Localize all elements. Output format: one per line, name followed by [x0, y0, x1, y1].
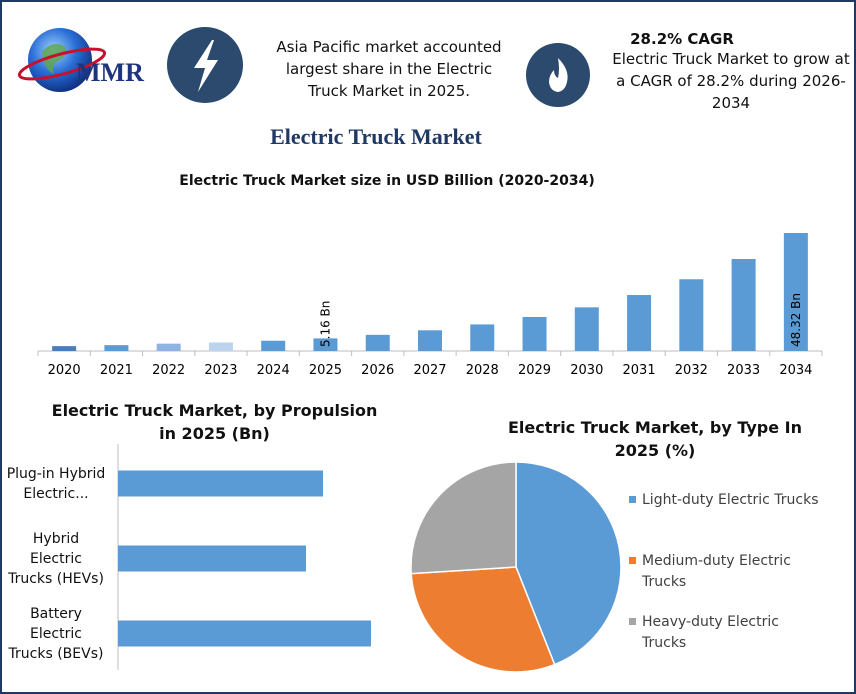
bar: [679, 279, 704, 351]
x-tick-label: 2026: [361, 363, 394, 378]
bar: [118, 620, 371, 647]
bar: [418, 330, 442, 351]
legend-swatch: [629, 618, 636, 625]
x-tick-label: 2023: [204, 363, 237, 378]
fire-icon: [549, 58, 568, 92]
value-label: 5.16 Bn: [318, 301, 332, 347]
legend-swatch: [629, 557, 636, 564]
pie-slice: [515, 461, 622, 666]
bar: [261, 340, 286, 351]
legend-label: Heavy-duty Electric Trucks: [642, 614, 779, 651]
bar: [156, 343, 181, 351]
logo-text: MMR: [76, 58, 144, 87]
icon-circle: [526, 43, 590, 107]
bar: [104, 345, 129, 351]
bar: [627, 295, 652, 351]
cagr-title: 28.2% CAGR: [630, 30, 734, 48]
bar: [208, 342, 233, 351]
legend-label: Medium-duty Electric Trucks: [642, 553, 791, 590]
main-title: Electric Truck Market: [270, 124, 482, 149]
logo-swoosh: [17, 47, 107, 81]
insight-text: Asia Pacific market accounted largest sh…: [276, 38, 502, 100]
pie-slice: [410, 461, 517, 575]
x-tick-label: 2024: [257, 363, 290, 378]
cagr-text: Electric Truck Market to grow at a CAGR …: [612, 50, 850, 112]
x-tick-label: 2027: [413, 363, 446, 378]
bar: [365, 334, 390, 351]
x-tick-label: 2021: [100, 363, 133, 378]
bar: [522, 316, 547, 351]
chart-title: Electric Truck Market, by Type In 2025 (…: [507, 418, 803, 460]
x-tick-label: 2033: [727, 363, 760, 378]
logo-land: [42, 44, 67, 74]
y-tick-label: Hybrid Electric Trucks (HEVs): [8, 530, 104, 587]
y-tick-label: Plug-in Hybrid Electric...: [6, 465, 106, 502]
chart-title: Electric Truck Market, by Propulsion in …: [51, 401, 378, 443]
x-tick-label: 2020: [48, 363, 81, 378]
lightning-icon: [194, 40, 218, 92]
legend-swatch: [629, 496, 636, 503]
legend-label: Light-duty Electric Trucks: [642, 492, 819, 508]
x-tick-label: 2032: [675, 363, 708, 378]
bar: [52, 346, 77, 351]
x-tick-label: 2030: [570, 363, 603, 378]
bar: [731, 259, 756, 351]
bar: [470, 324, 495, 351]
x-tick-label: 2022: [152, 363, 185, 378]
bar: [574, 307, 599, 351]
x-tick-label: 2025: [309, 363, 342, 378]
bar: [118, 470, 323, 497]
chart-title: Electric Truck Market size in USD Billio…: [179, 173, 595, 189]
bar: [313, 338, 338, 351]
bar: [783, 233, 808, 351]
bar: [118, 545, 306, 572]
x-tick-label: 2029: [518, 363, 551, 378]
x-tick-label: 2031: [623, 363, 656, 378]
pie-slice: [410, 566, 556, 673]
x-tick-label: 2034: [779, 363, 812, 378]
value-label: 48.32 Bn: [789, 293, 803, 347]
x-tick-label: 2028: [466, 363, 499, 378]
y-tick-label: Battery Electric Trucks (BEVs): [8, 605, 104, 662]
